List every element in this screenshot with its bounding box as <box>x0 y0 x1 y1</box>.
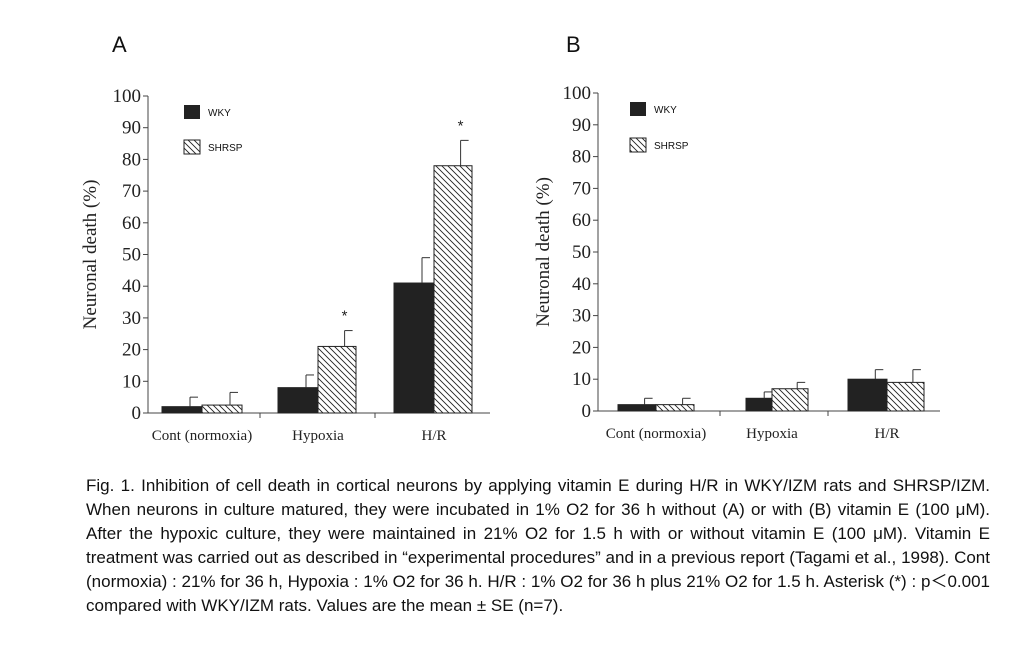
legend-swatch-shrsp <box>183 139 201 155</box>
legend-label-wky: WKY <box>654 105 677 116</box>
y-tick-label: 50 <box>572 242 591 263</box>
y-tick-label: 80 <box>572 147 591 168</box>
bar-wky <box>393 282 435 414</box>
y-tick-label: 100 <box>563 83 592 104</box>
bar-shrsp <box>317 345 357 414</box>
y-axis-title: Neuronal death (%) <box>533 177 554 327</box>
x-category-label: H/R <box>421 428 446 444</box>
legend-swatch-wky <box>184 105 200 119</box>
x-category-label: Hypoxia <box>292 428 344 444</box>
legend-label-wky: WKY <box>208 108 231 119</box>
y-tick-label: 10 <box>122 371 141 392</box>
legend-label-shrsp: SHRSP <box>654 141 689 152</box>
bar-wky <box>161 406 203 414</box>
y-tick-label: 40 <box>122 276 141 297</box>
y-tick-label: 0 <box>582 401 592 422</box>
y-axis-title: Neuronal death (%) <box>80 180 101 330</box>
panel-letter: B <box>566 32 581 57</box>
figure-caption: Fig. 1. Inhibition of cell death in cort… <box>86 476 990 615</box>
significance-asterisk: * <box>342 308 348 325</box>
bar-shrsp <box>433 165 473 414</box>
bar-shrsp <box>886 381 925 412</box>
y-tick-label: 100 <box>113 86 142 107</box>
significance-asterisk: * <box>458 117 464 134</box>
legend-label-shrsp: SHRSP <box>208 143 243 154</box>
y-tick-label: 30 <box>572 306 591 327</box>
legend-swatch-wky <box>630 102 646 116</box>
bar-wky <box>847 378 888 412</box>
y-tick-label: 80 <box>122 149 141 170</box>
bar-wky <box>745 397 773 412</box>
y-tick-label: 30 <box>122 308 141 329</box>
y-tick-label: 0 <box>132 403 142 424</box>
x-category-label: Hypoxia <box>746 426 798 442</box>
y-tick-label: 60 <box>572 210 591 231</box>
x-category-label: H/R <box>874 426 899 442</box>
y-tick-label: 10 <box>572 369 591 390</box>
bar-wky <box>277 387 319 414</box>
legend-swatch-shrsp <box>629 137 647 153</box>
chart-panel-b: B 0 10 20 30 40 50 60 70 80 90 100 Cont (normoxia) Hy… <box>533 32 940 442</box>
y-tick-label: 90 <box>572 115 591 136</box>
x-category-label: Cont (normoxia) <box>606 426 706 442</box>
y-tick-label: 70 <box>572 178 591 199</box>
y-tick-label: 50 <box>122 245 141 266</box>
y-tick-label: 60 <box>122 213 141 234</box>
bar-shrsp <box>201 404 243 414</box>
bar-shrsp <box>771 388 809 412</box>
y-tick-label: 90 <box>122 118 141 139</box>
y-tick-label: 70 <box>122 181 141 202</box>
y-tick-label: 20 <box>572 337 591 358</box>
bar-shrsp <box>655 404 695 412</box>
x-category-label: Cont (normoxia) <box>152 428 252 444</box>
chart-panel-a: A 0 10 20 30 40 50 60 70 80 90 100 Cont (normoxia) Hy… <box>80 32 490 444</box>
bar-wky <box>617 404 657 412</box>
y-tick-label: 20 <box>122 340 141 361</box>
panel-letter: A <box>112 32 127 57</box>
y-tick-label: 40 <box>572 274 591 295</box>
